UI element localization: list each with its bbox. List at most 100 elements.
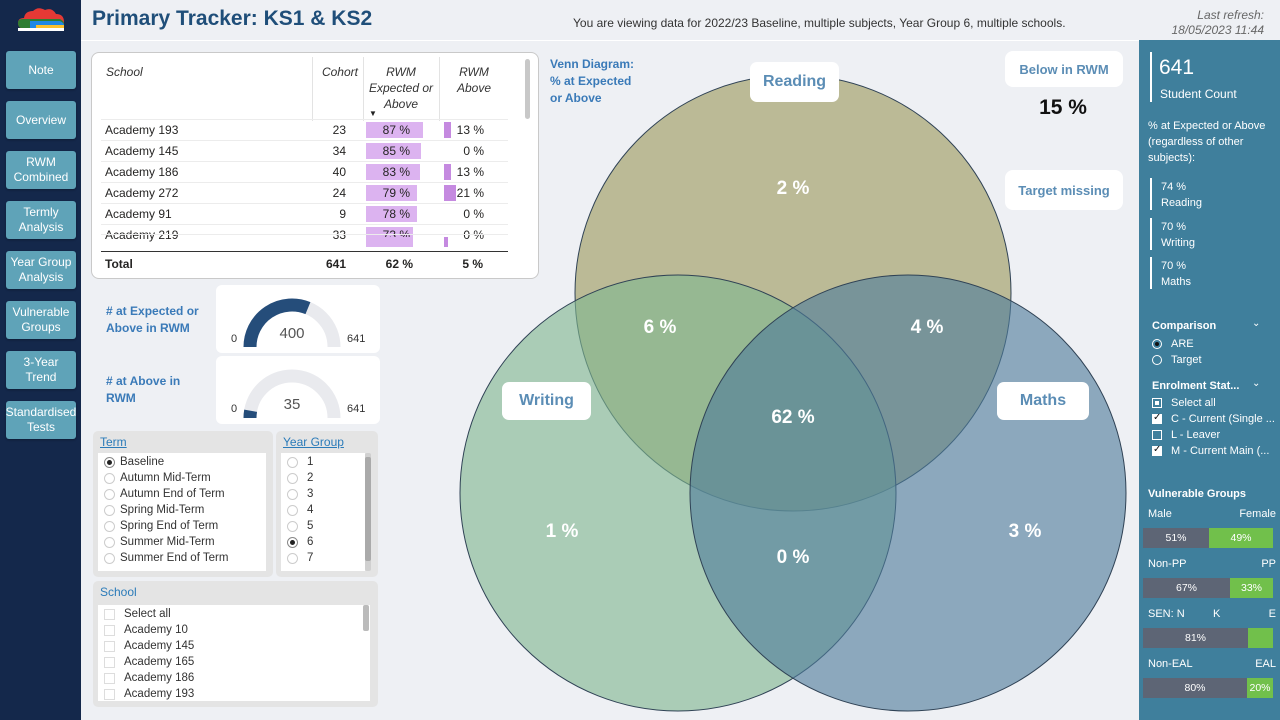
sort-desc-icon[interactable]: ▼	[369, 109, 377, 118]
chevron-down-icon[interactable]: ⌄	[1252, 318, 1261, 329]
term-option[interactable]: Spring Mid-Term	[104, 504, 264, 519]
radio-icon[interactable]	[104, 489, 115, 500]
school-table: School Cohort RWM Expected or Above ▼ RW…	[91, 52, 539, 279]
col-header-cohort[interactable]: Cohort	[321, 65, 358, 79]
venn-title: Venn Diagram: % at Expected or Above	[550, 57, 635, 105]
year-option[interactable]: 1	[287, 456, 357, 471]
enrolment-option-current-single[interactable]: C - Current (Single ...	[1152, 411, 1276, 427]
comparison-option-target[interactable]: Target	[1152, 352, 1252, 368]
checkbox-icon[interactable]	[1152, 444, 1162, 456]
radio-icon[interactable]	[287, 521, 298, 532]
checkbox-icon[interactable]	[104, 609, 115, 620]
school-option-label: Select all	[124, 608, 171, 620]
term-option[interactable]: Summer Mid-Term	[104, 536, 264, 551]
radio-icon[interactable]	[104, 521, 115, 532]
term-option[interactable]: Spring End of Term	[104, 520, 264, 535]
term-option[interactable]: Autumn Mid-Term	[104, 472, 264, 487]
nav-termly-analysis-button[interactable]: Termly Analysis	[6, 201, 76, 239]
group-right-label: EAL	[1255, 658, 1276, 670]
term-slicer: Term Baseline Autumn Mid-Term Autumn End o…	[93, 431, 273, 577]
year-option[interactable]: 3	[287, 488, 357, 503]
checkbox-icon[interactable]	[104, 673, 115, 684]
col-header-school[interactable]: School	[106, 65, 143, 79]
school-scroll-thumb[interactable]	[363, 605, 369, 631]
term-option-label: Spring Mid-Term	[120, 504, 205, 516]
school-option[interactable]: Academy 165	[104, 656, 354, 671]
year-option[interactable]: 7	[287, 552, 357, 567]
radio-icon[interactable]	[104, 553, 115, 564]
nav-rwm-combined-button[interactable]: RWM Combined	[6, 151, 76, 189]
group-right-segment: 49%	[1209, 528, 1273, 548]
group-left-segment: 81%	[1143, 628, 1248, 648]
radio-icon[interactable]	[104, 537, 115, 548]
checkbox-icon[interactable]	[104, 625, 115, 636]
context-description: You are viewing data for 2022/23 Baselin…	[573, 16, 1066, 30]
enrolment-option-leaver[interactable]: L - Leaver	[1152, 427, 1276, 443]
column-divider	[312, 57, 313, 121]
year-option[interactable]: 6	[287, 536, 357, 551]
nav-3-year-trend-button[interactable]: 3-Year Trend	[6, 351, 76, 389]
radio-icon[interactable]	[104, 505, 115, 516]
gauge-above-value: 35	[283, 396, 301, 413]
gauge-expected-card: 0 641 400	[216, 285, 380, 353]
group-left-segment: 80%	[1143, 678, 1247, 698]
gauge-expected	[243, 298, 341, 348]
radio-icon[interactable]	[287, 489, 298, 500]
year-option[interactable]: 5	[287, 520, 357, 535]
expected-bar	[366, 237, 413, 247]
group-right-segment: 33%	[1230, 578, 1273, 598]
col-header-rwm-expected[interactable]: RWM Expected or Above	[368, 65, 434, 111]
school-option[interactable]: Academy 10	[104, 624, 354, 639]
radio-icon[interactable]	[287, 473, 298, 484]
radio-icon[interactable]	[104, 457, 115, 468]
school-option[interactable]: Academy 193	[104, 688, 354, 701]
expected-or-above-label: % at Expected or Above (regardless of ot…	[1148, 120, 1266, 164]
col-header-rwm-above[interactable]: RWM Above	[456, 65, 492, 95]
year-scroll-thumb[interactable]	[365, 457, 371, 561]
year-option-list: 1 2 3 4 5 6 7	[281, 453, 365, 571]
school-option[interactable]: Academy 186	[104, 672, 354, 687]
gauge-above-max: 641	[347, 403, 366, 415]
nav-vulnerable-groups-button[interactable]: Vulnerable Groups	[6, 301, 76, 339]
year-option[interactable]: 2	[287, 472, 357, 487]
group-left-segment: 51%	[1143, 528, 1209, 548]
below-rwm-label: Below in RWM	[1005, 51, 1123, 87]
school-option[interactable]: Select all	[104, 608, 354, 623]
nav-standardised-tests-button[interactable]: Standardised Tests	[6, 401, 76, 439]
enrolment-option-current-main[interactable]: M - Current Main (...	[1152, 443, 1276, 459]
checkbox-icon[interactable]	[104, 641, 115, 652]
checkbox-icon[interactable]	[1152, 398, 1162, 408]
expected-bar-cell: 85 %	[366, 143, 436, 159]
nav-note-button[interactable]: Note	[6, 51, 76, 89]
radio-icon[interactable]	[287, 553, 298, 564]
checkbox-icon[interactable]	[1152, 412, 1162, 424]
checkbox-icon[interactable]	[1152, 430, 1162, 440]
table-row: Academy 145 34 85 % 0 %	[101, 140, 508, 161]
expected-bar	[366, 143, 422, 159]
comparison-option-are[interactable]: ARE	[1152, 336, 1252, 352]
term-option[interactable]: Baseline	[104, 456, 264, 471]
school-option[interactable]: Academy 145	[104, 640, 354, 655]
year-option[interactable]: 4	[287, 504, 357, 519]
expected-value: 78 %	[382, 207, 410, 221]
radio-icon[interactable]	[1152, 339, 1162, 349]
radio-icon[interactable]	[287, 457, 298, 468]
checkbox-icon[interactable]	[104, 657, 115, 668]
writing-label: Writing	[1161, 237, 1196, 249]
term-option[interactable]: Summer End of Term	[104, 552, 264, 567]
group-right-label: PP	[1261, 558, 1276, 570]
checkbox-icon[interactable]	[104, 689, 115, 700]
chevron-down-icon[interactable]: ⌄	[1252, 378, 1261, 389]
table-scrollbar[interactable]	[525, 59, 530, 119]
radio-icon[interactable]	[104, 473, 115, 484]
radio-icon[interactable]	[287, 505, 298, 516]
nav-year-group-analysis-button[interactable]: Year Group Analysis	[6, 251, 76, 289]
nav-overview-button[interactable]: Overview	[6, 101, 76, 139]
enrolment-option-select-all[interactable]: Select all	[1152, 395, 1276, 411]
radio-icon[interactable]	[1152, 355, 1162, 365]
term-option[interactable]: Autumn End of Term	[104, 488, 264, 503]
table-row: Academy 91 9 78 % 0 %	[101, 203, 508, 224]
school-slicer-title: School	[100, 585, 137, 599]
below-rwm-value: 15 %	[1039, 96, 1087, 119]
radio-icon[interactable]	[287, 537, 298, 548]
